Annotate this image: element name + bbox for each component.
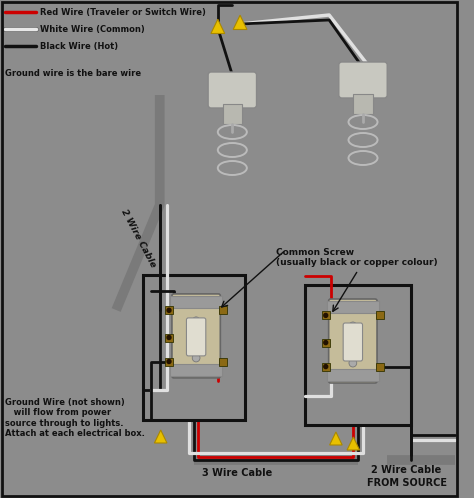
Text: White Wire (Common): White Wire (Common)	[40, 24, 145, 33]
Bar	[322, 363, 329, 371]
FancyBboxPatch shape	[172, 294, 220, 378]
Bar	[170, 296, 222, 308]
Circle shape	[349, 342, 357, 350]
Bar	[170, 364, 222, 376]
Bar	[322, 339, 329, 347]
Bar	[165, 306, 173, 314]
FancyBboxPatch shape	[328, 299, 377, 383]
FancyBboxPatch shape	[186, 318, 206, 356]
FancyBboxPatch shape	[343, 323, 363, 361]
Text: FROM SOURCE: FROM SOURCE	[366, 478, 447, 488]
Polygon shape	[155, 430, 167, 443]
Bar	[376, 363, 384, 371]
Circle shape	[167, 360, 171, 364]
Bar	[376, 311, 384, 319]
Text: Red Wire (Traveler or Switch Wire): Red Wire (Traveler or Switch Wire)	[40, 7, 206, 16]
Bar	[327, 369, 379, 381]
Circle shape	[167, 308, 171, 312]
Bar	[353, 94, 373, 114]
Text: Ground Wire (not shown)
   will flow from power
source through to lights.
Attach: Ground Wire (not shown) will flow from p…	[5, 398, 145, 438]
Polygon shape	[347, 437, 360, 450]
Bar	[305, 285, 411, 425]
Circle shape	[324, 365, 328, 369]
Circle shape	[349, 359, 357, 367]
FancyBboxPatch shape	[208, 72, 256, 108]
Polygon shape	[211, 19, 225, 33]
Circle shape	[324, 341, 328, 345]
Circle shape	[192, 317, 200, 325]
Text: 2 Wire Cable: 2 Wire Cable	[119, 207, 157, 268]
Polygon shape	[329, 432, 342, 445]
Text: 2 Wire Cable: 2 Wire Cable	[372, 465, 442, 475]
Bar	[327, 301, 379, 313]
Bar	[219, 306, 227, 314]
Bar	[165, 334, 173, 342]
Bar	[219, 358, 227, 366]
Text: Black Wire (Hot): Black Wire (Hot)	[40, 41, 118, 50]
Bar	[165, 358, 173, 366]
Circle shape	[192, 354, 200, 362]
Bar	[322, 311, 329, 319]
Circle shape	[349, 322, 357, 330]
Text: 3 Wire Cable: 3 Wire Cable	[202, 468, 272, 478]
Circle shape	[324, 313, 328, 317]
Polygon shape	[233, 15, 247, 29]
Text: Ground wire is the bare wire: Ground wire is the bare wire	[5, 69, 141, 78]
Text: Common Screw
(usually black or copper colour): Common Screw (usually black or copper co…	[276, 248, 438, 267]
Circle shape	[192, 337, 200, 345]
FancyBboxPatch shape	[339, 62, 387, 98]
Circle shape	[167, 336, 171, 340]
Bar	[143, 275, 245, 420]
Bar	[223, 104, 242, 124]
